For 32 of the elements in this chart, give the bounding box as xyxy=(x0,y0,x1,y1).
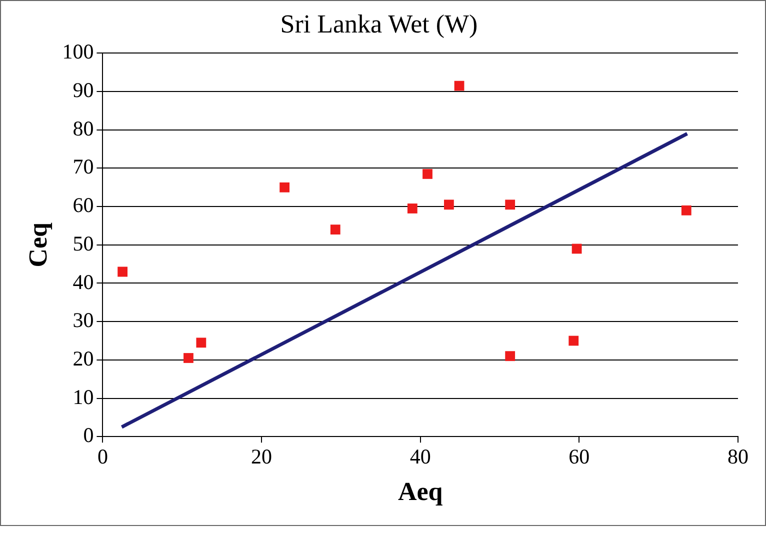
y-tick-label: 80 xyxy=(72,116,94,140)
y-tick-label: 0 xyxy=(83,423,94,448)
point xyxy=(118,266,128,277)
y-tick-label: 30 xyxy=(72,308,94,332)
x-tick-label: 80 xyxy=(728,444,748,469)
point xyxy=(407,204,418,214)
point xyxy=(572,244,582,254)
x-tick-label: 20 xyxy=(251,444,272,469)
point xyxy=(184,353,194,363)
point xyxy=(681,205,692,216)
point xyxy=(280,182,290,192)
point xyxy=(422,169,432,179)
chart-title: Sri Lanka Wet (W) xyxy=(280,9,478,38)
y-tick-label: 60 xyxy=(72,193,94,218)
y-tick-label: 10 xyxy=(72,384,94,409)
y-tick-label: 70 xyxy=(72,154,94,179)
x-tick-label: 60 xyxy=(568,444,590,469)
point xyxy=(505,351,516,362)
point xyxy=(454,80,464,91)
y-tick-label: 100 xyxy=(62,40,94,64)
y-tick-label: 50 xyxy=(72,231,94,256)
point xyxy=(330,224,340,235)
x-tick-label: 40 xyxy=(410,444,431,469)
x-axis-title: Aeq xyxy=(398,477,444,506)
point xyxy=(196,338,206,348)
point xyxy=(505,200,516,210)
y-tick-label: 20 xyxy=(72,346,94,370)
y-tick-label: 90 xyxy=(72,78,94,102)
y-axis-title: Ceq xyxy=(23,222,52,268)
y-tick-label: 40 xyxy=(72,270,94,294)
point xyxy=(444,200,454,210)
point xyxy=(568,336,579,346)
